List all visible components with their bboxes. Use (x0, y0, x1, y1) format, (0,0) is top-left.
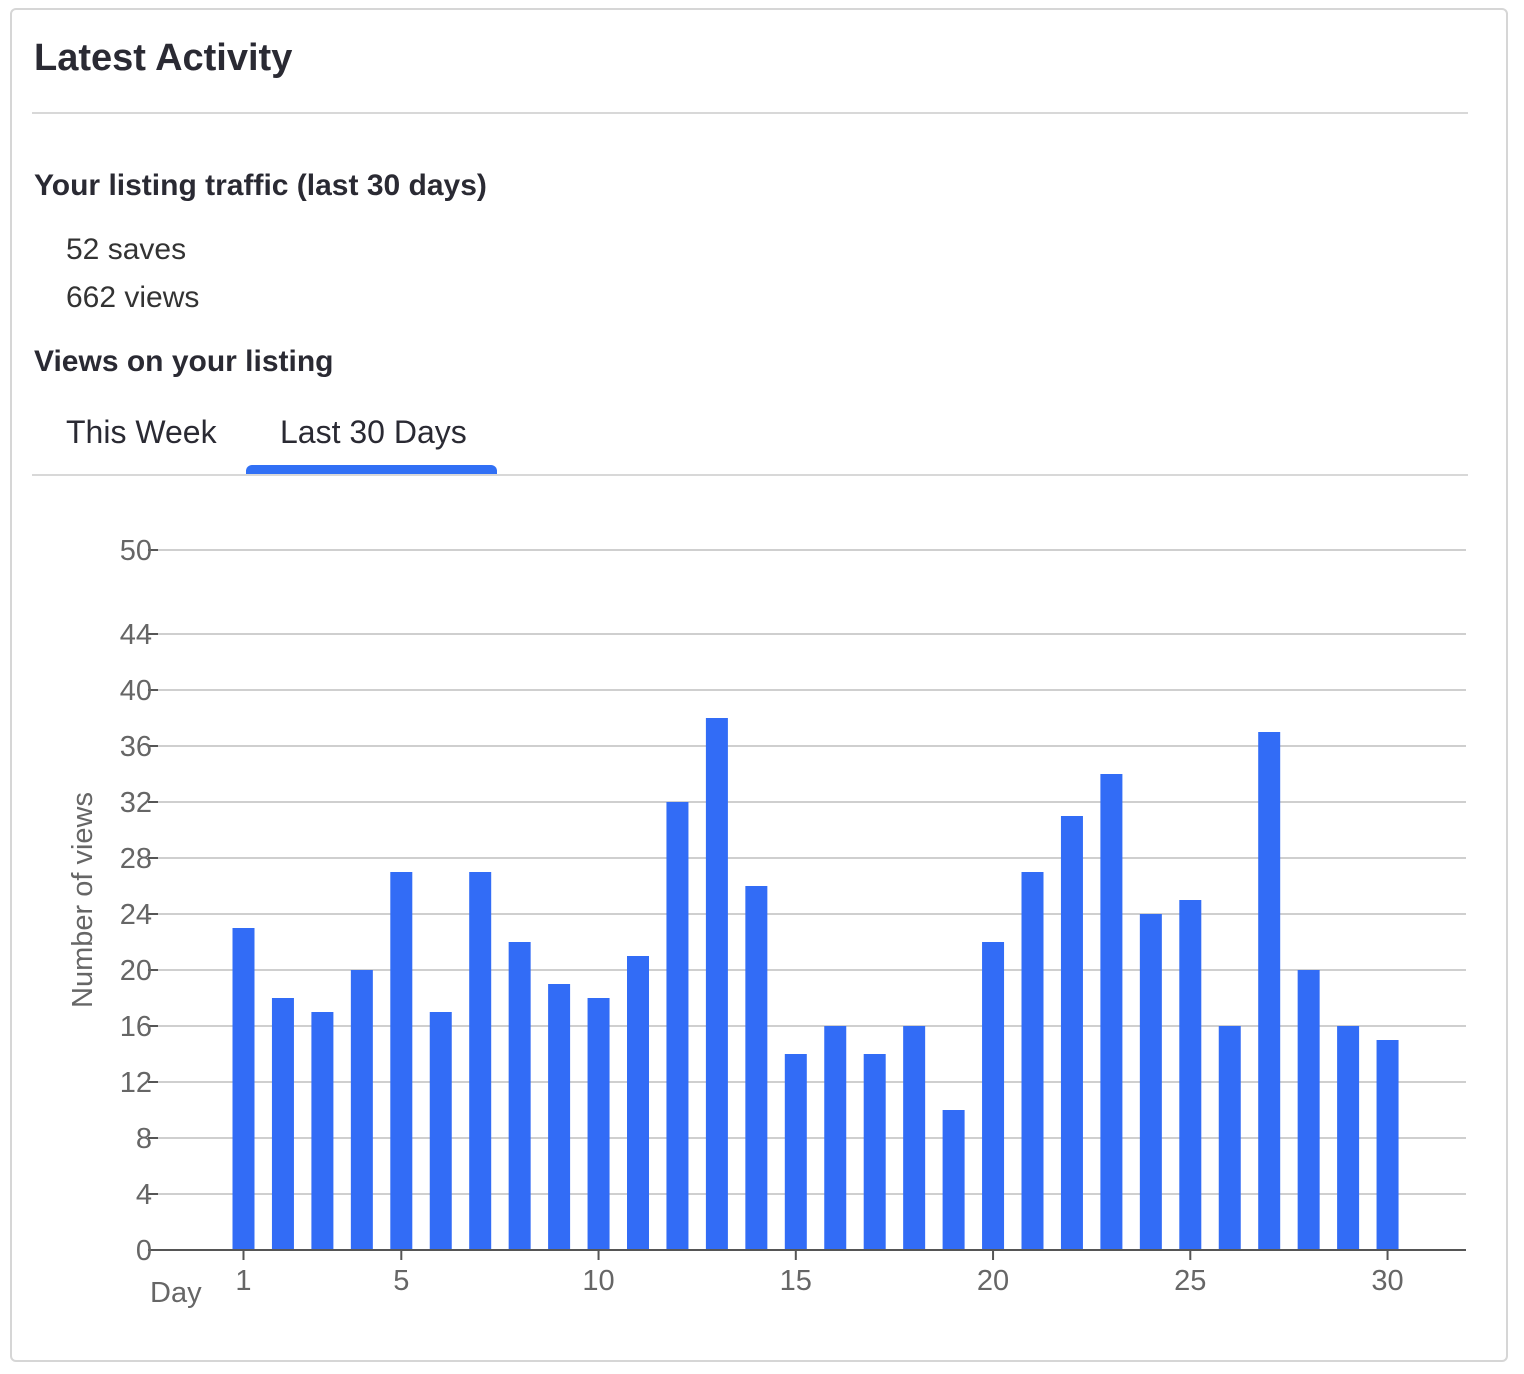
bar-day-6[interactable] (429, 1012, 452, 1250)
y-tick-label: 0 (136, 1235, 152, 1267)
selected-tab-indicator (246, 465, 497, 474)
bar-day-3[interactable] (311, 1012, 334, 1250)
y-tick-label: 50 (120, 535, 152, 567)
y-tick-label: 28 (120, 843, 152, 875)
bar-day-7[interactable] (469, 872, 492, 1250)
tab-last-30-days[interactable]: Last 30 Days (280, 414, 467, 450)
views-count: 662 views (66, 281, 200, 314)
views-heading: Views on your listing (34, 345, 334, 378)
x-tick-label: 5 (393, 1265, 409, 1297)
bar-day-19[interactable] (942, 1110, 965, 1250)
bar-day-22[interactable] (1060, 816, 1083, 1250)
bar-day-10[interactable] (587, 998, 610, 1250)
y-tick-label: 4 (136, 1179, 152, 1211)
bar-day-24[interactable] (1139, 914, 1162, 1250)
bar-day-27[interactable] (1258, 732, 1281, 1250)
x-tick-label: 15 (780, 1265, 812, 1297)
y-tick-label: 16 (120, 1011, 152, 1043)
card-title: Latest Activity (34, 37, 293, 79)
bar-day-1[interactable] (232, 928, 255, 1250)
bar-day-8[interactable] (508, 942, 531, 1250)
y-axis-title: Number of views (67, 792, 99, 1008)
bar-day-5[interactable] (390, 872, 413, 1250)
bar-day-21[interactable] (1021, 872, 1044, 1250)
bar-day-29[interactable] (1337, 1026, 1360, 1250)
bar-day-2[interactable] (271, 998, 294, 1250)
y-tick-label: 8 (136, 1123, 152, 1155)
traffic-heading: Your listing traffic (last 30 days) (34, 169, 487, 202)
bar-day-28[interactable] (1297, 970, 1320, 1250)
saves-count: 52 saves (66, 233, 187, 266)
y-tick-label: 44 (120, 619, 152, 651)
x-tick-label: 25 (1174, 1265, 1206, 1297)
bar-day-23[interactable] (1100, 774, 1123, 1250)
bar-day-18[interactable] (903, 1026, 926, 1250)
bar-day-15[interactable] (784, 1054, 807, 1250)
y-tick-label: 12 (120, 1067, 152, 1099)
bar-day-20[interactable] (982, 942, 1005, 1250)
bar-day-16[interactable] (824, 1026, 847, 1250)
bar-day-25[interactable] (1179, 900, 1202, 1250)
bar-day-13[interactable] (705, 718, 728, 1250)
y-tick-label: 24 (120, 899, 152, 931)
bar-day-11[interactable] (627, 956, 649, 1250)
bar-day-14[interactable] (745, 886, 768, 1250)
x-tick-label: 10 (582, 1265, 614, 1297)
bar-day-17[interactable] (863, 1054, 886, 1250)
y-tick-label: 20 (120, 955, 152, 987)
tabs-divider (32, 474, 1468, 476)
bar-day-9[interactable] (548, 984, 571, 1250)
title-divider (32, 112, 1468, 114)
y-tick-label: 36 (120, 731, 152, 763)
bar-day-12[interactable] (666, 802, 689, 1250)
bar-day-4[interactable] (350, 970, 373, 1250)
y-tick-label: 32 (120, 787, 152, 819)
bar-day-26[interactable] (1218, 1026, 1241, 1250)
tab-this-week[interactable]: This Week (66, 414, 217, 450)
x-axis-title: Day (150, 1277, 202, 1309)
bar-day-30[interactable] (1376, 1040, 1399, 1250)
x-tick-label: 20 (977, 1265, 1009, 1297)
y-tick-label: 40 (120, 675, 152, 707)
x-tick-label: 30 (1371, 1265, 1403, 1297)
x-tick-label: 1 (235, 1265, 251, 1297)
